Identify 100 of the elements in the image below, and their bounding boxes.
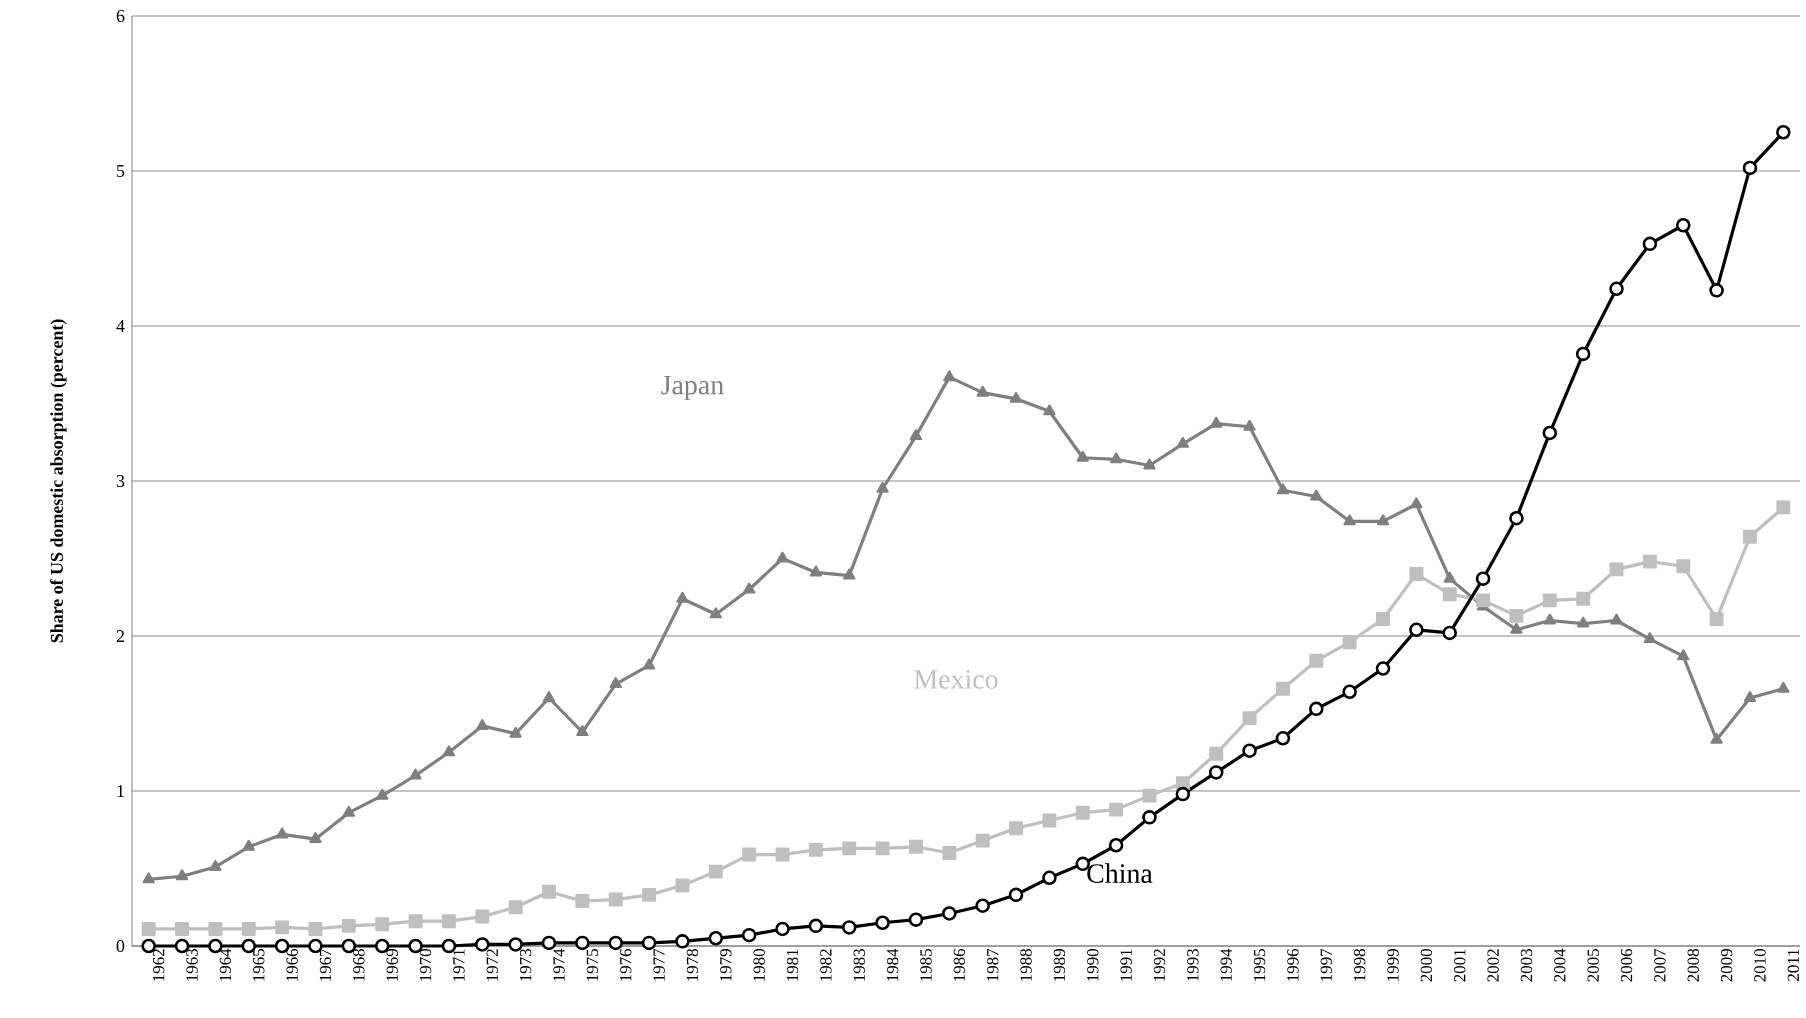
point bbox=[475, 909, 490, 924]
point bbox=[1376, 514, 1390, 526]
x-tick-label: 1986 bbox=[953, 948, 966, 981]
x-tick-label: 1989 bbox=[1053, 949, 1066, 981]
point bbox=[1242, 711, 1257, 726]
point bbox=[409, 768, 422, 780]
y-tick-label: 3 bbox=[116, 474, 125, 488]
point bbox=[1109, 452, 1123, 464]
point bbox=[1610, 613, 1623, 625]
point bbox=[376, 788, 389, 800]
point bbox=[1742, 160, 1758, 176]
point bbox=[841, 920, 857, 935]
x-tick-label: 2006 bbox=[1620, 948, 1633, 982]
point bbox=[142, 872, 155, 884]
point bbox=[1742, 529, 1757, 544]
point bbox=[1709, 611, 1724, 626]
point bbox=[942, 906, 957, 921]
point bbox=[1543, 613, 1556, 625]
x-tick-label: 1971 bbox=[453, 949, 465, 981]
point bbox=[275, 827, 289, 839]
point bbox=[375, 917, 390, 932]
x-tick-label: 1963 bbox=[186, 949, 198, 981]
x-tick-label: 1985 bbox=[920, 949, 932, 981]
x-tick-label: 1969 bbox=[386, 949, 398, 981]
point bbox=[341, 918, 356, 933]
point bbox=[1376, 611, 1390, 626]
point bbox=[1309, 653, 1324, 668]
point bbox=[1043, 404, 1056, 416]
point bbox=[1042, 870, 1057, 886]
point bbox=[742, 582, 756, 594]
point bbox=[808, 918, 824, 934]
x-tick-label: 2004 bbox=[1554, 948, 1566, 982]
x-tick-label: 2001 bbox=[1454, 949, 1466, 982]
x-tick-label: 1981 bbox=[786, 949, 799, 981]
point bbox=[641, 935, 657, 951]
point bbox=[575, 894, 590, 909]
y-tick-label: 0 bbox=[116, 939, 125, 953]
point bbox=[342, 805, 356, 817]
point bbox=[1008, 887, 1024, 903]
point bbox=[241, 921, 256, 936]
point bbox=[1343, 514, 1356, 526]
point bbox=[1475, 571, 1491, 586]
point bbox=[1075, 805, 1090, 820]
x-tick-label: 1979 bbox=[720, 949, 732, 981]
point bbox=[575, 935, 590, 951]
point bbox=[1677, 649, 1690, 661]
point bbox=[1108, 837, 1124, 853]
point bbox=[1208, 765, 1224, 780]
x-tick-label: 2011 bbox=[1787, 949, 1800, 981]
point bbox=[242, 839, 255, 851]
point bbox=[1743, 691, 1757, 702]
point bbox=[875, 841, 890, 856]
x-tick-label: 1968 bbox=[353, 949, 365, 981]
x-tick-label: 1990 bbox=[1087, 949, 1099, 981]
x-tick-label: 1974 bbox=[553, 948, 565, 981]
x-tick-label: 2007 bbox=[1654, 948, 1666, 982]
x-tick-label: 1973 bbox=[519, 949, 532, 981]
point bbox=[1109, 802, 1124, 817]
point bbox=[1143, 458, 1156, 470]
point bbox=[909, 429, 923, 441]
y-tick-label: 4 bbox=[116, 320, 125, 332]
point bbox=[775, 921, 790, 937]
point bbox=[976, 385, 989, 397]
text: Mexico bbox=[914, 670, 998, 689]
point bbox=[1243, 419, 1256, 431]
point bbox=[1710, 732, 1723, 744]
point bbox=[908, 912, 924, 927]
point bbox=[208, 921, 223, 936]
text: Japan bbox=[661, 375, 724, 401]
x-tick-label: 1998 bbox=[1353, 949, 1366, 981]
y-tick-label: 5 bbox=[117, 165, 125, 177]
x-tick-label: 1995 bbox=[1253, 949, 1266, 981]
point bbox=[1009, 821, 1024, 836]
x-tick-label: 1980 bbox=[753, 949, 765, 981]
point bbox=[741, 927, 757, 943]
point bbox=[509, 726, 522, 738]
point bbox=[1042, 813, 1057, 828]
point bbox=[175, 869, 189, 881]
point bbox=[676, 591, 689, 603]
point bbox=[1609, 281, 1624, 297]
x-tick-label: 1977 bbox=[653, 948, 665, 981]
point bbox=[308, 921, 323, 936]
point bbox=[1076, 450, 1089, 462]
point bbox=[1509, 608, 1524, 623]
point bbox=[943, 370, 956, 382]
x-tick-label: 1994 bbox=[1220, 948, 1232, 981]
point bbox=[942, 846, 957, 860]
point bbox=[708, 864, 723, 879]
x-tick-label: 1976 bbox=[620, 948, 632, 981]
x-tick-label: 2002 bbox=[1487, 949, 1499, 982]
point bbox=[1609, 562, 1624, 577]
point bbox=[141, 921, 156, 936]
point bbox=[775, 847, 790, 862]
point bbox=[1575, 346, 1591, 362]
point bbox=[1542, 425, 1558, 441]
point bbox=[1210, 416, 1223, 428]
point bbox=[1476, 593, 1491, 608]
point bbox=[876, 481, 889, 493]
x-tick-label: 1997 bbox=[1320, 948, 1332, 981]
point bbox=[1676, 559, 1691, 574]
